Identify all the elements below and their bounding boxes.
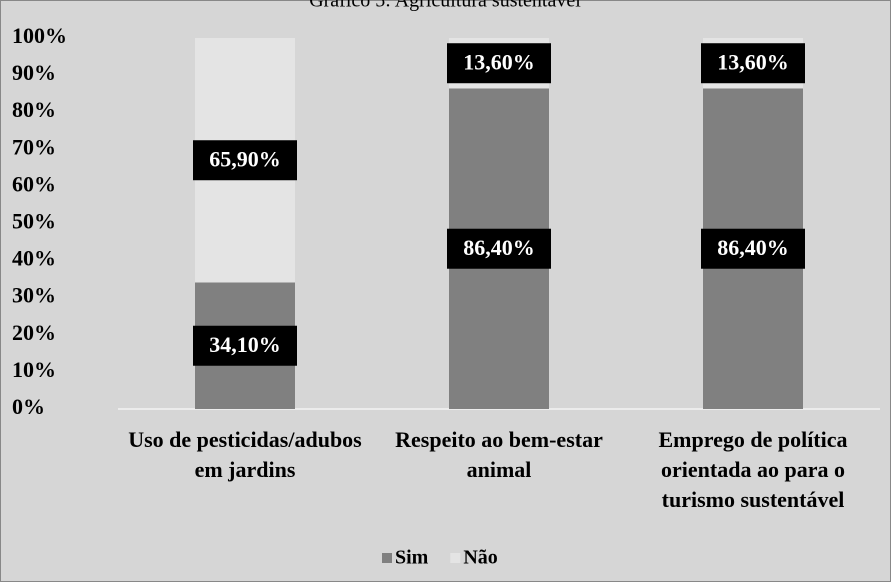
value-label-box xyxy=(447,43,551,84)
y-tick-label: 30% xyxy=(12,283,56,308)
value-label-box xyxy=(193,325,297,366)
y-tick-label: 0% xyxy=(12,394,45,419)
y-tick-label: 80% xyxy=(12,97,56,122)
y-tick-label: 40% xyxy=(12,246,56,271)
value-label: 86,40% xyxy=(717,235,789,260)
value-label: 13,60% xyxy=(463,49,535,74)
y-tick-label: 50% xyxy=(12,209,56,234)
legend: Sim Não xyxy=(382,547,498,569)
chart-title: Gráfico 5: Agricultura sustentável xyxy=(309,0,581,12)
y-tick-label: 100% xyxy=(12,23,67,48)
legend-swatch xyxy=(450,553,461,563)
value-label-box xyxy=(193,140,297,181)
legend-swatch xyxy=(382,553,392,563)
value-label: 13,60% xyxy=(717,49,789,74)
y-tick-label: 70% xyxy=(12,134,56,159)
x-tick-label: Respeito ao bem-estar animal xyxy=(395,427,603,482)
legend-label: Sim xyxy=(395,547,429,569)
value-label-box xyxy=(701,43,805,84)
x-tick-label: Emprego de política orientada ao para o tu… xyxy=(658,427,847,512)
y-tick-label: 90% xyxy=(12,60,56,85)
value-label-box xyxy=(447,228,551,269)
y-tick-label: 20% xyxy=(12,320,56,345)
value-label: 65,90% xyxy=(209,146,281,171)
value-label: 86,40% xyxy=(463,235,535,260)
x-tick-label: Uso de pesticidas/adubos em jardins xyxy=(128,427,362,482)
y-tick-label: 60% xyxy=(12,171,56,196)
y-tick-label: 10% xyxy=(12,357,56,382)
legend-label: Não xyxy=(463,547,497,569)
value-label-box xyxy=(701,228,805,269)
value-label: 34,10% xyxy=(209,332,281,357)
